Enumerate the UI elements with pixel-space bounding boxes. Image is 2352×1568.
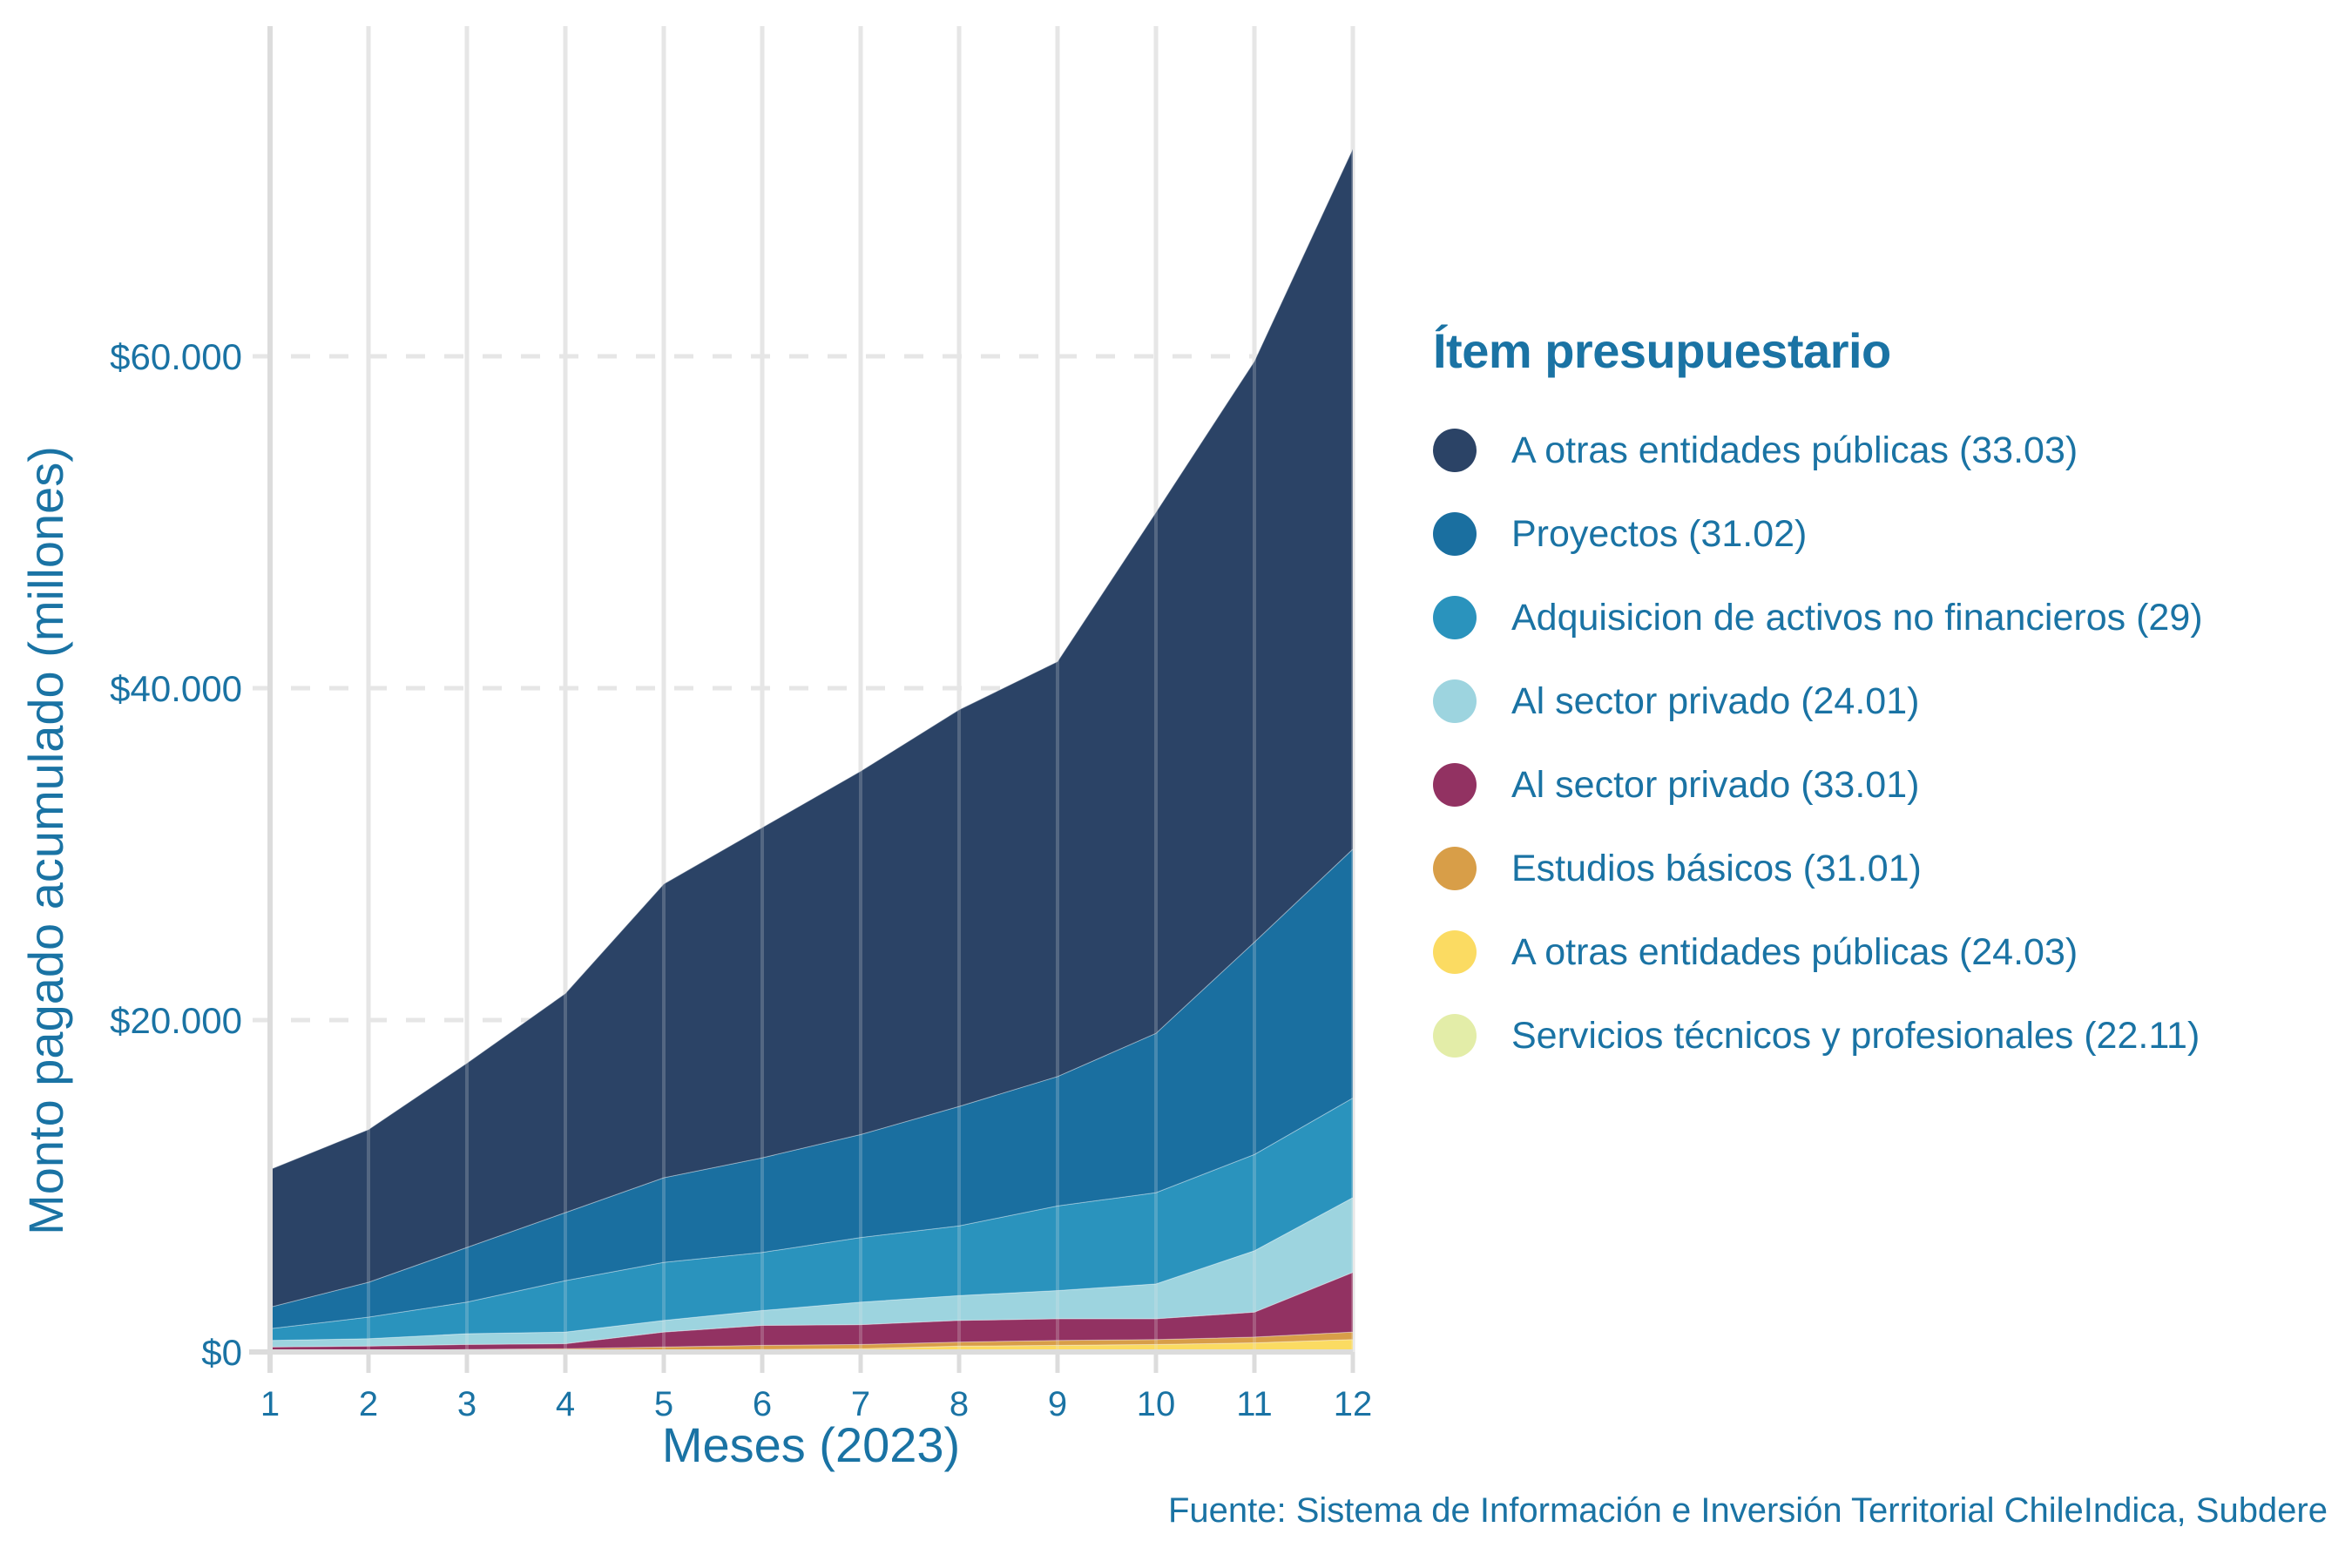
x-tick-label: 12	[1334, 1385, 1373, 1423]
legend-label: A otras entidades públicas (33.03)	[1511, 429, 2078, 471]
legend: Ítem presupuestario A otras entidades pú…	[1433, 322, 2203, 1078]
legend-label: Estudios básicos (31.01)	[1511, 847, 1922, 889]
legend-label: Adquisicion de activos no financieros (2…	[1511, 596, 2203, 639]
axis-layer: 1 2 3 4 5 6 7 8 9 10 11 12$0$20.000$40.000$60.000	[110, 26, 1372, 1423]
area-layer	[269, 148, 1354, 1353]
x-tick-label: 2	[359, 1385, 378, 1423]
x-axis-title: Meses (2023)	[662, 1417, 960, 1472]
legend-item: Proyectos (31.02)	[1433, 492, 2203, 576]
legend-title: Ítem presupuestario	[1433, 323, 1891, 378]
legend-swatch-icon	[1433, 1014, 1477, 1058]
x-tick-label: 4	[556, 1385, 575, 1423]
x-tick-label: 6	[753, 1385, 772, 1423]
area-a-otras-entidades-publicas-33-03	[269, 148, 1354, 1308]
legend-item: Adquisicion de activos no financieros (2…	[1433, 576, 2203, 659]
legend-label: Servicios técnicos y profesionales (22.1…	[1511, 1014, 2200, 1057]
legend-swatch-icon	[1433, 763, 1477, 807]
legend-label: Proyectos (31.02)	[1511, 512, 1808, 555]
legend-item: A otras entidades públicas (33.03)	[1433, 409, 2203, 492]
legend-item: Servicios técnicos y profesionales (22.1…	[1433, 994, 2203, 1078]
legend-item: Estudios básicos (31.01)	[1433, 827, 2203, 910]
x-tick-label: 11	[1236, 1385, 1273, 1423]
legend-swatch-icon	[1433, 847, 1477, 890]
legend-swatch-icon	[1433, 429, 1477, 472]
legend-label: A otras entidades públicas (24.03)	[1511, 930, 2078, 973]
legend-item: Al sector privado (24.01)	[1433, 659, 2203, 743]
source-caption: Fuente: Sistema de Información e Inversi…	[1167, 1491, 2328, 1530]
x-tick-label: 7	[851, 1385, 870, 1423]
x-tick-label: 3	[457, 1385, 476, 1423]
x-tick-label: 10	[1137, 1385, 1176, 1423]
x-tick-label: 1	[260, 1385, 280, 1423]
legend-swatch-icon	[1433, 512, 1477, 556]
legend-item: A otras entidades públicas (24.03)	[1433, 910, 2203, 994]
legend-swatch-icon	[1433, 679, 1477, 723]
legend-swatch-icon	[1433, 596, 1477, 639]
legend-label: Al sector privado (33.01)	[1511, 763, 1920, 806]
legend-items: A otras entidades públicas (33.03) Proyec…	[1433, 409, 2203, 1078]
y-axis-title: Monto pagado acumulado (millones)	[18, 446, 73, 1235]
legend-item: Al sector privado (33.01)	[1433, 743, 2203, 827]
y-tick-label: $20.000	[110, 1000, 242, 1041]
x-tick-label: 9	[1048, 1385, 1067, 1423]
y-tick-label: $40.000	[110, 668, 242, 709]
y-tick-label: $60.000	[110, 336, 242, 377]
x-tick-label: 5	[654, 1385, 673, 1423]
legend-swatch-icon	[1433, 930, 1477, 974]
legend-label: Al sector privado (24.01)	[1511, 679, 1920, 722]
y-tick-label: $0	[201, 1332, 242, 1373]
x-tick-label: 8	[950, 1385, 969, 1423]
